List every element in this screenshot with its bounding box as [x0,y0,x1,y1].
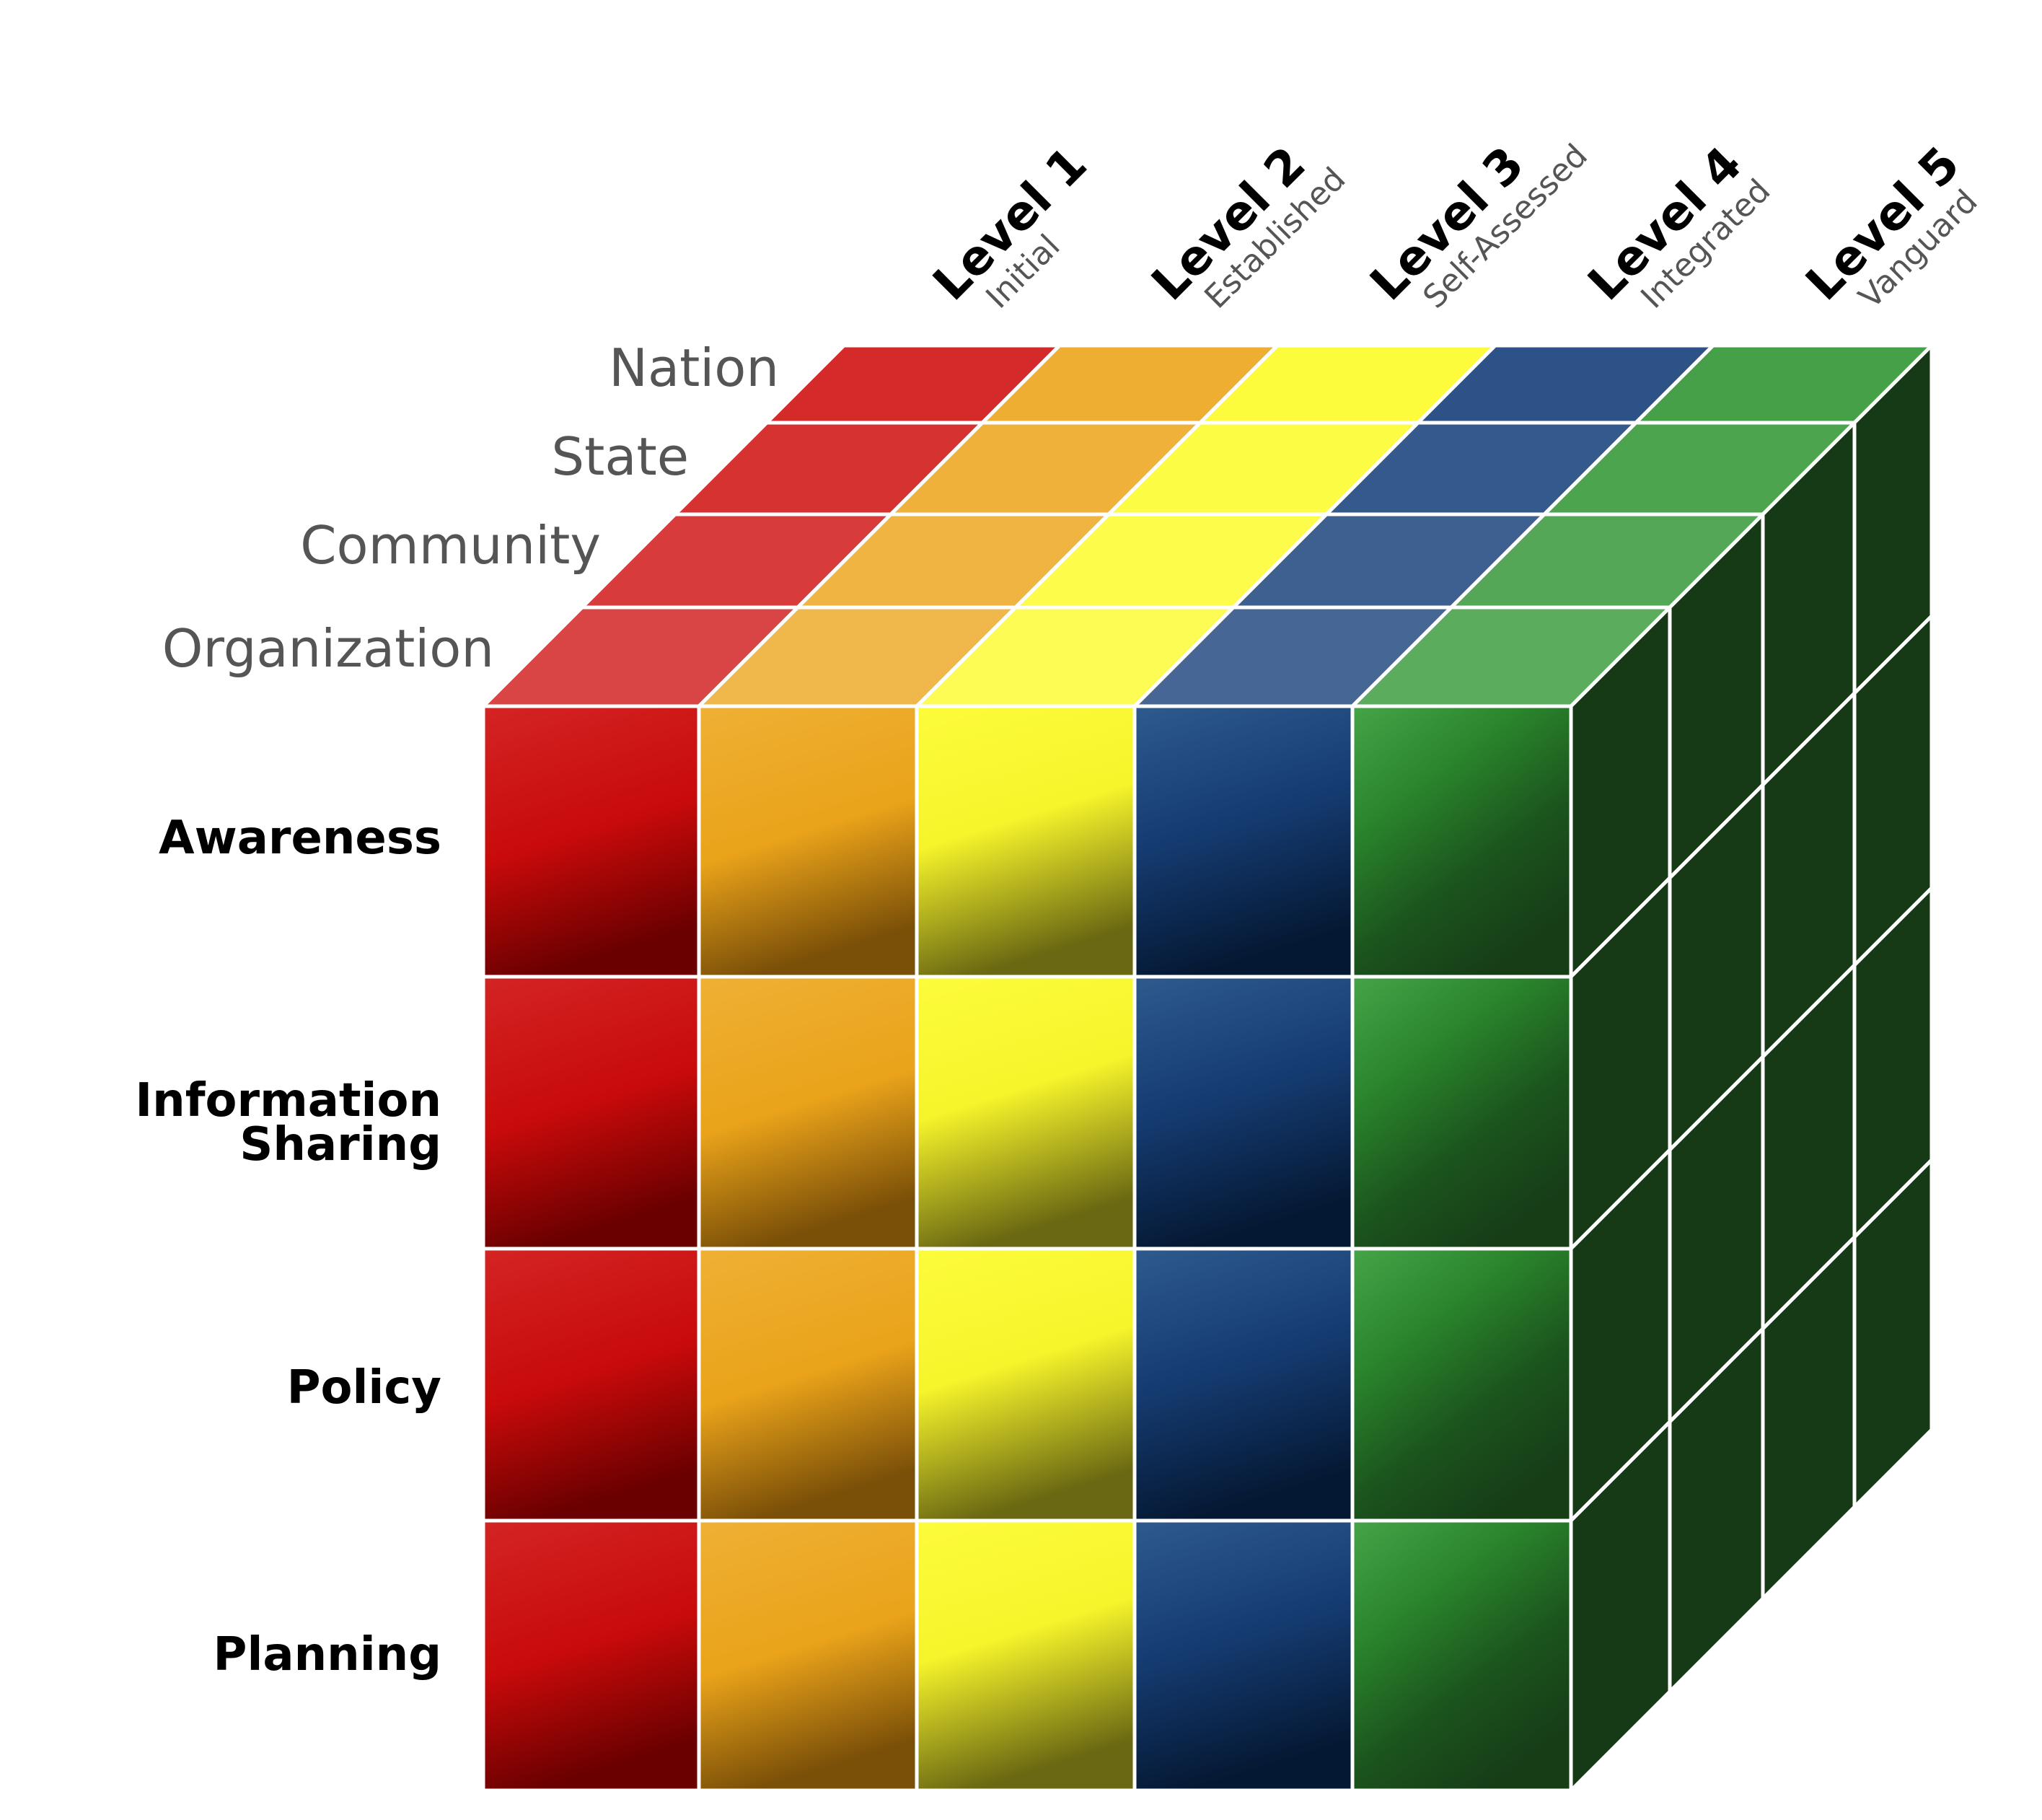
depth-label-nation: Nation [609,338,779,398]
front-cell-level-3-row-3 [915,1247,1137,1523]
side-cell-depth-4-row-4 [1852,1158,1934,1509]
level-header-3: Level 3 Self-Assessed [1360,136,1595,316]
front-cell-level-5-row-4 [1350,1518,1573,1793]
front-cell-level-3-row-4 [915,1518,1137,1793]
level-header-5: Level 5 Vanguard [1795,136,1985,316]
dimension-label-planning: Planning [214,1628,441,1681]
depth-label-community: Community [300,515,601,576]
front-cell-level-2-row-3 [697,1247,919,1523]
front-cell-level-4-row-1 [1132,704,1355,979]
front-cell-level-4-row-4 [1132,1518,1355,1793]
front-cell-level-1-row-3 [481,1247,701,1523]
front-cell-level-4-row-2 [1132,975,1355,1251]
front-cell-level-1-row-1 [481,704,701,979]
front-cell-level-3-row-1 [915,704,1137,979]
depth-label-state: State [551,426,689,487]
top-face [481,343,1934,708]
side-face [1569,343,1934,1793]
front-face [481,704,1573,1793]
dimension-label-information: Information [135,1074,441,1127]
front-cell-level-3-row-2 [915,975,1137,1251]
front-cell-level-2-row-2 [697,975,919,1251]
front-cell-level-2-row-1 [697,704,919,979]
depth-label-organization: Organization [162,618,494,679]
front-cell-level-5-row-3 [1350,1247,1573,1523]
front-cell-level-2-row-4 [697,1518,919,1793]
level-header-2: Level 2 Established [1141,136,1353,316]
dimension-label-awareness: Awareness [159,812,441,865]
front-cell-level-4-row-3 [1132,1247,1355,1523]
front-cell-level-1-row-4 [481,1518,701,1793]
level-header-4: Level 4 Integrated [1577,136,1777,316]
dimension-label-sharing: Sharing [239,1118,441,1171]
dimension-label-policy: Policy [287,1361,441,1415]
level-header-1: Level 1 Initial [923,136,1098,316]
front-cell-level-5-row-1 [1350,704,1573,979]
front-cell-level-1-row-2 [481,975,701,1251]
front-cell-level-5-row-2 [1350,975,1573,1251]
